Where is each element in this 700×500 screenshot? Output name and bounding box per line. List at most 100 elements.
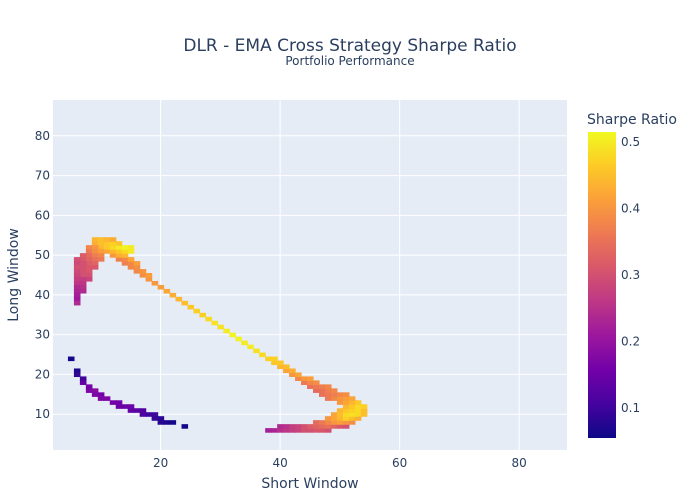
heatmap-cell <box>318 388 326 393</box>
heatmap-cell <box>91 257 99 262</box>
heatmap-cell <box>79 265 87 270</box>
heatmap-cell <box>151 412 159 417</box>
heatmap-cell <box>79 376 87 381</box>
heatmap-cell <box>295 372 302 378</box>
heatmap-cell <box>342 396 350 401</box>
heatmap-cell <box>342 404 350 409</box>
heatmap-cell <box>103 249 111 254</box>
heatmap-cell <box>289 372 296 378</box>
heatmap-cell <box>348 408 356 413</box>
heatmap-cell <box>354 404 362 409</box>
heatmap-cell <box>301 424 308 429</box>
heatmap-cell <box>73 276 81 282</box>
heatmap-cell <box>312 384 320 389</box>
heatmap-cell <box>97 253 105 258</box>
heatmap-cell <box>229 332 236 338</box>
heatmap-cell <box>348 416 356 421</box>
heatmap-cell <box>157 284 165 290</box>
heatmap-cell <box>265 356 272 362</box>
heatmap-cell <box>312 380 320 385</box>
heatmap-cell <box>127 261 135 266</box>
heatmap-cell <box>307 384 314 389</box>
heatmap-cell <box>91 392 99 397</box>
heatmap-cell <box>91 249 99 254</box>
heatmap-cell <box>330 388 338 393</box>
heatmap-cell <box>85 265 93 270</box>
heatmap-cell <box>97 396 105 401</box>
y-tick-label: 50 <box>35 248 50 262</box>
heatmap-cell <box>330 396 338 401</box>
heatmap-cell <box>301 428 308 433</box>
heatmap-cells <box>67 237 368 433</box>
heatmap-cell <box>307 424 314 429</box>
heatmap-cell <box>277 424 284 429</box>
heatmap-cell <box>85 384 93 389</box>
heatmap-cell <box>85 388 93 393</box>
heatmap-cell <box>295 376 302 381</box>
heatmap-cell <box>121 253 129 258</box>
heatmap-cell <box>348 404 356 409</box>
heatmap-cell <box>139 273 147 278</box>
heatmap-cell <box>235 336 242 342</box>
heatmap-cell <box>103 237 111 242</box>
heatmap-cell <box>91 265 99 270</box>
heatmap-cell <box>73 269 81 274</box>
heatmap-cell <box>79 276 87 282</box>
heatmap-cell <box>85 269 93 274</box>
heatmap-cell <box>97 257 105 262</box>
heatmap-cell <box>354 400 362 405</box>
heatmap-cell <box>324 428 332 433</box>
heatmap-cell <box>301 376 308 381</box>
heatmap-cell <box>121 245 129 250</box>
heatmap-cell <box>109 241 117 246</box>
heatmap-cell <box>193 308 201 314</box>
heatmap-cell <box>307 380 314 385</box>
heatmap-cell <box>139 412 147 417</box>
heatmap-cell <box>289 428 296 433</box>
heatmap-cell <box>163 420 171 425</box>
heatmap-cell <box>318 420 326 425</box>
heatmap-cell <box>223 328 230 334</box>
heatmap-cell <box>73 257 81 262</box>
heatmap-cell <box>91 241 99 246</box>
heatmap-cell <box>73 300 81 306</box>
grid-lines <box>53 100 567 450</box>
heatmap-cell <box>133 261 141 266</box>
heatmap-cell <box>97 245 105 250</box>
heatmap-cell <box>127 408 135 413</box>
colorbar <box>588 132 616 438</box>
heatmap-cell <box>85 245 93 250</box>
heatmap-cell <box>79 261 87 266</box>
y-axis-label: Long Window <box>6 228 22 322</box>
heatmap-cell <box>115 257 123 262</box>
heatmap-cell <box>145 412 153 417</box>
heatmap-cell <box>295 428 302 433</box>
heatmap-cell <box>360 408 368 413</box>
heatmap-cell <box>283 368 290 374</box>
heatmap-cell <box>145 273 153 278</box>
heatmap-cell <box>312 428 320 433</box>
y-tick-label: 60 <box>35 208 50 222</box>
heatmap-cell <box>283 428 290 433</box>
heatmap-cell <box>97 249 105 254</box>
heatmap-cell <box>283 364 290 370</box>
heatmap-cell <box>324 392 332 397</box>
heatmap-cell <box>115 241 123 246</box>
heatmap-cell <box>73 368 81 374</box>
heatmap-cell <box>348 400 356 405</box>
heatmap-cell <box>85 273 93 278</box>
heatmap-cell <box>336 412 344 417</box>
y-axis-ticks: 10 20 30 40 50 60 70 80 <box>35 129 50 421</box>
heatmap-cell <box>271 360 278 366</box>
heatmap-cell <box>145 276 153 282</box>
heatmap-cell <box>73 280 81 286</box>
heatmap-cell <box>91 245 99 250</box>
heatmap-cell <box>330 416 338 421</box>
heatmap-cell <box>127 249 135 254</box>
heatmap-cell <box>97 241 105 246</box>
heatmap-cell <box>91 388 99 393</box>
heatmap-cell <box>79 280 87 286</box>
heatmap-cell <box>73 292 81 298</box>
heatmap-cell <box>342 408 350 413</box>
heatmap-cell <box>283 424 290 429</box>
